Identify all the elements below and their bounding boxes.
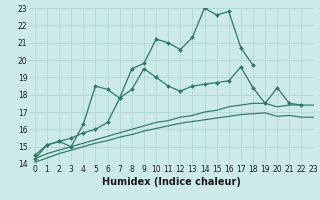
X-axis label: Humidex (Indice chaleur): Humidex (Indice chaleur) [102,177,241,187]
